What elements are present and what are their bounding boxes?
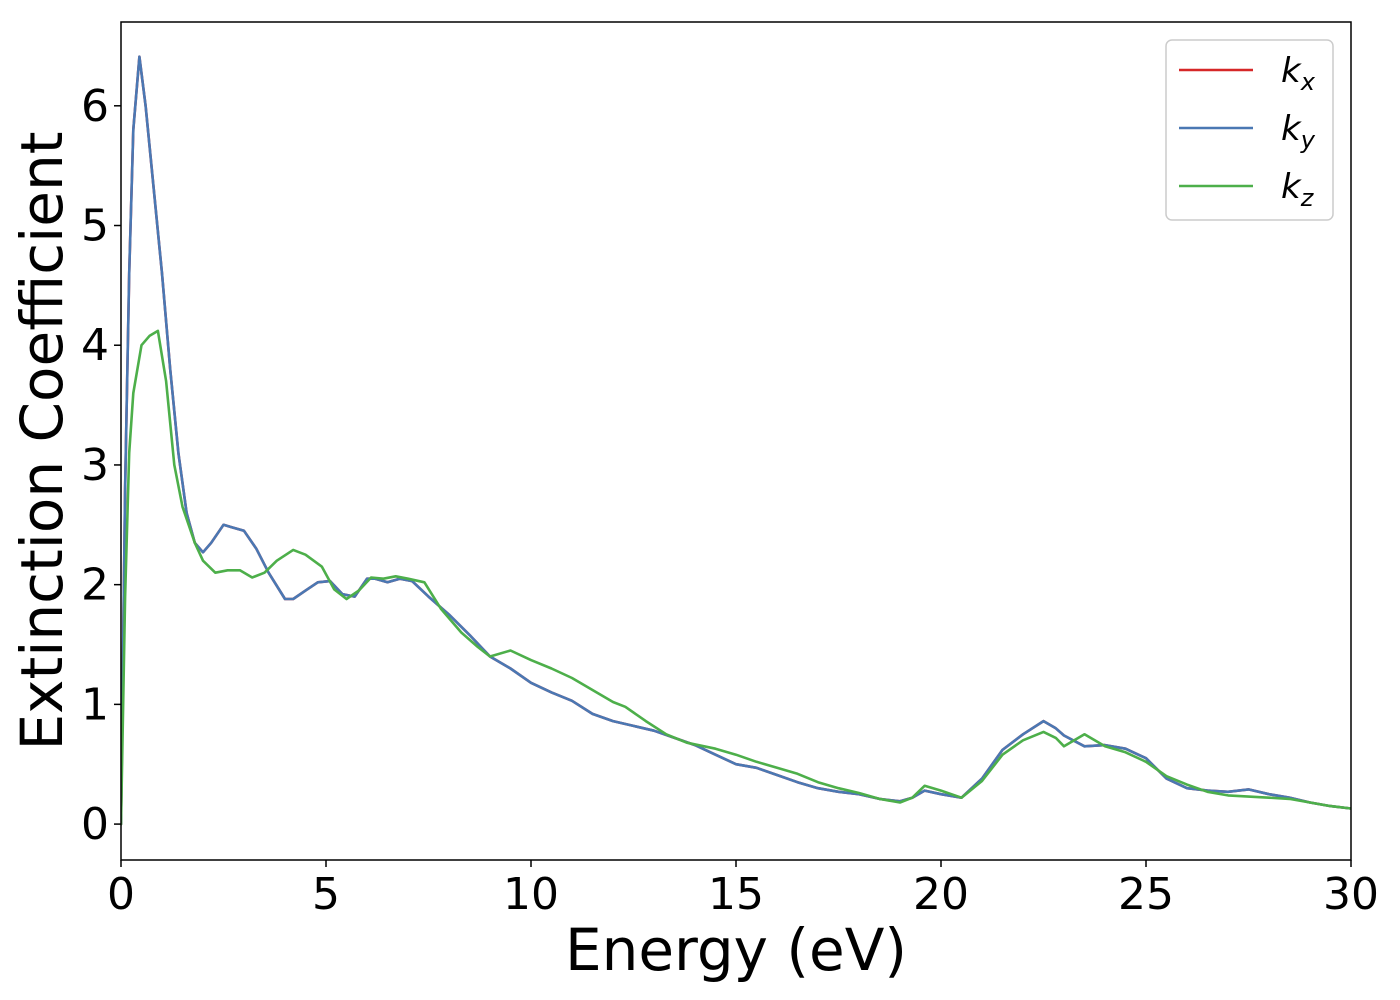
y-tick-label: 0 xyxy=(81,799,109,850)
legend-label-subscript: z xyxy=(1300,184,1315,212)
y-tick-label: 1 xyxy=(81,679,109,730)
series-line-kz xyxy=(121,329,1351,826)
x-axis-label: Energy (eV) xyxy=(565,916,907,984)
y-tick-label: 5 xyxy=(81,201,109,252)
legend-label-kz: kz xyxy=(1281,167,1315,212)
legend-label-base: k xyxy=(1281,167,1302,207)
legend-label-base: k xyxy=(1281,51,1302,91)
x-tick-label: 5 xyxy=(312,869,340,920)
x-tick-label: 25 xyxy=(1118,869,1174,920)
y-tick-label: 4 xyxy=(81,320,109,371)
legend-label-subscript: x xyxy=(1300,68,1316,96)
legend-label-ky: ky xyxy=(1281,109,1316,154)
x-tick-label: 30 xyxy=(1323,869,1379,920)
x-tick-label: 15 xyxy=(708,869,764,920)
legend-label-subscript: y xyxy=(1300,126,1316,154)
x-axis-ticks: 0 5 10 15 20 25 30 xyxy=(107,860,1379,920)
y-axis-ticks: 0 1 2 3 4 5 6 xyxy=(81,81,121,850)
x-tick-label: 10 xyxy=(503,869,559,920)
y-tick-label: 3 xyxy=(81,440,109,491)
y-tick-label: 6 xyxy=(81,81,109,132)
series-layer xyxy=(121,55,1351,826)
x-tick-label: 20 xyxy=(913,869,969,920)
legend-label-base: k xyxy=(1281,109,1302,149)
x-tick-label: 0 xyxy=(107,869,135,920)
legend-box xyxy=(1165,39,1334,221)
legend-label-kx: kx xyxy=(1281,51,1316,96)
y-tick-label: 2 xyxy=(81,560,109,611)
series-line-ky xyxy=(121,55,1351,826)
y-axis-label: Extinction Coefficient xyxy=(8,132,76,751)
